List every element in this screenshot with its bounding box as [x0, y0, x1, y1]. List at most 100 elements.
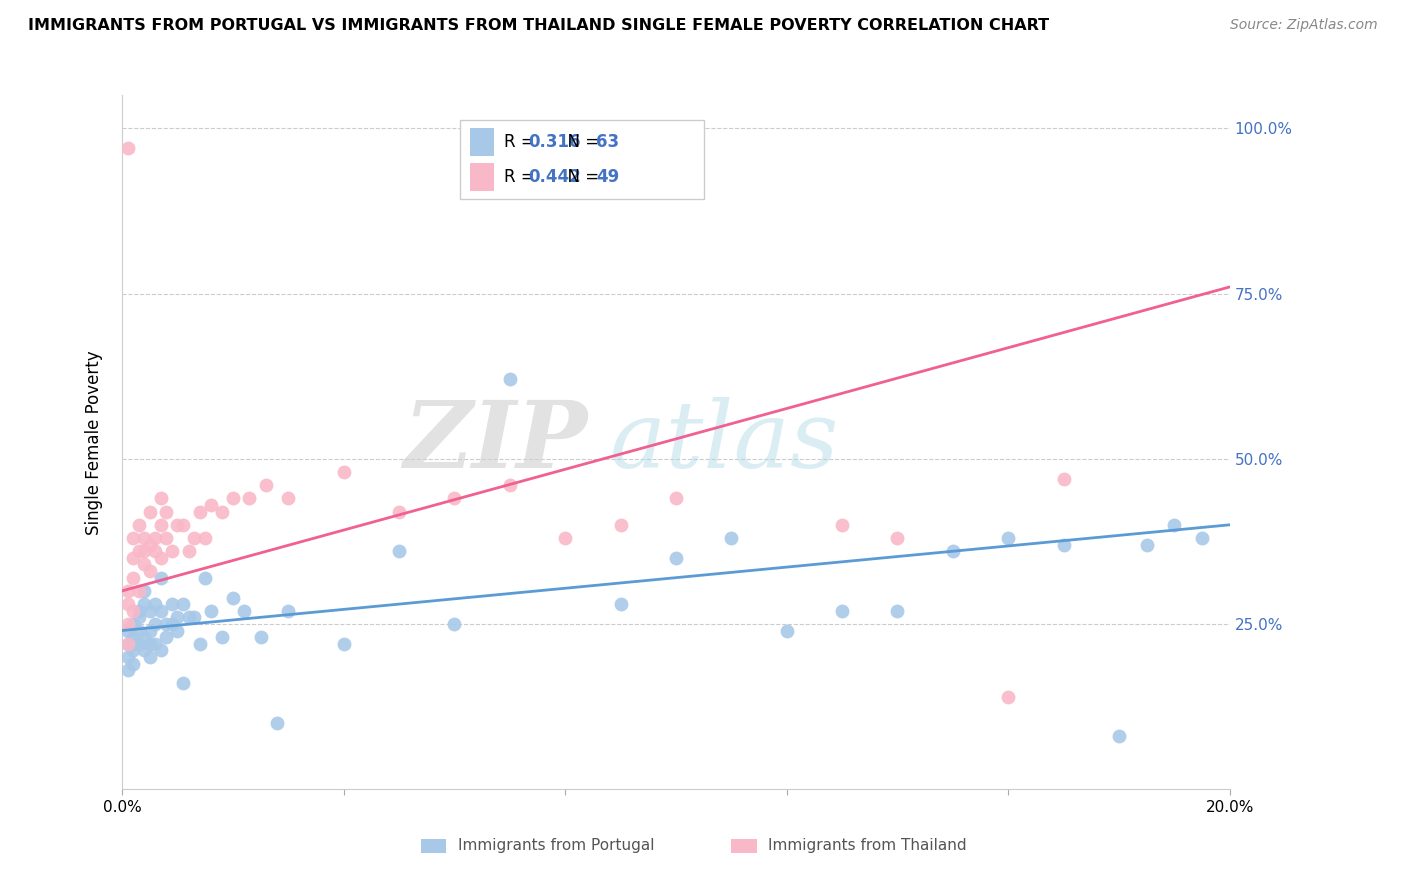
Point [238, 491, 260, 506]
Point [499, 478, 522, 492]
Point [211, 505, 233, 519]
Point [177, 610, 200, 624]
Point [143, 531, 166, 545]
Point [188, 505, 211, 519]
Text: 49: 49 [596, 168, 620, 186]
Point [117, 616, 139, 631]
Point [388, 544, 411, 558]
Point [554, 531, 576, 545]
Point [149, 604, 172, 618]
Point [117, 637, 139, 651]
Point [177, 544, 200, 558]
Point [139, 538, 162, 552]
Point [117, 624, 139, 638]
Point [122, 637, 145, 651]
Point [139, 564, 162, 578]
Point [172, 597, 194, 611]
Point [1052, 538, 1074, 552]
Point [183, 531, 205, 545]
Point [122, 571, 145, 585]
Point [997, 690, 1019, 704]
Text: Immigrants from Thailand: Immigrants from Thailand [768, 838, 966, 854]
Point [1052, 471, 1074, 485]
Point [134, 597, 156, 611]
Text: R =: R = [503, 168, 540, 186]
Point [665, 550, 688, 565]
Point [1136, 538, 1159, 552]
Point [160, 616, 183, 631]
Point [277, 604, 299, 618]
Point [143, 616, 166, 631]
Point [211, 630, 233, 644]
Text: 0.442: 0.442 [529, 168, 581, 186]
Point [183, 610, 205, 624]
Point [222, 491, 245, 506]
Point [128, 517, 150, 532]
Point [143, 637, 166, 651]
Point [1163, 517, 1185, 532]
Point [332, 637, 354, 651]
Point [1191, 531, 1213, 545]
Text: ZIP: ZIP [404, 397, 588, 487]
Point [128, 624, 150, 638]
Point [117, 597, 139, 611]
Point [443, 616, 465, 631]
Y-axis label: Single Female Poverty: Single Female Poverty [86, 350, 103, 534]
Point [128, 637, 150, 651]
Point [122, 657, 145, 671]
Point [139, 604, 162, 618]
Text: N =: N = [557, 133, 605, 151]
Point [134, 583, 156, 598]
Point [720, 531, 742, 545]
Point [122, 630, 145, 644]
Point [166, 624, 188, 638]
Point [117, 663, 139, 677]
Point [122, 604, 145, 618]
Point [149, 571, 172, 585]
Point [388, 505, 411, 519]
Point [200, 498, 222, 512]
Point [609, 597, 631, 611]
Point [139, 650, 162, 665]
Point [134, 531, 156, 545]
Point [149, 491, 172, 506]
Point [886, 531, 908, 545]
Text: N =: N = [557, 168, 605, 186]
Point [128, 544, 150, 558]
Point [886, 604, 908, 618]
Point [134, 643, 156, 657]
Point [831, 517, 853, 532]
Point [499, 372, 522, 386]
Point [609, 517, 631, 532]
Point [122, 616, 145, 631]
Point [942, 544, 965, 558]
Point [160, 544, 183, 558]
Point [128, 610, 150, 624]
Point [139, 637, 162, 651]
Point [254, 478, 277, 492]
Point [117, 637, 139, 651]
Point [122, 550, 145, 565]
Point [117, 141, 139, 155]
Point [149, 643, 172, 657]
Point [166, 517, 188, 532]
Point [665, 491, 688, 506]
Point [188, 637, 211, 651]
Point [134, 544, 156, 558]
Point [277, 491, 299, 506]
Point [143, 544, 166, 558]
Point [117, 583, 139, 598]
Point [117, 650, 139, 665]
Point [155, 630, 177, 644]
Point [122, 643, 145, 657]
Point [128, 583, 150, 598]
Point [160, 597, 183, 611]
Point [155, 505, 177, 519]
Point [149, 517, 172, 532]
Point [143, 597, 166, 611]
Point [775, 624, 797, 638]
Point [200, 604, 222, 618]
Text: 63: 63 [596, 133, 620, 151]
Point [128, 604, 150, 618]
Point [232, 604, 254, 618]
